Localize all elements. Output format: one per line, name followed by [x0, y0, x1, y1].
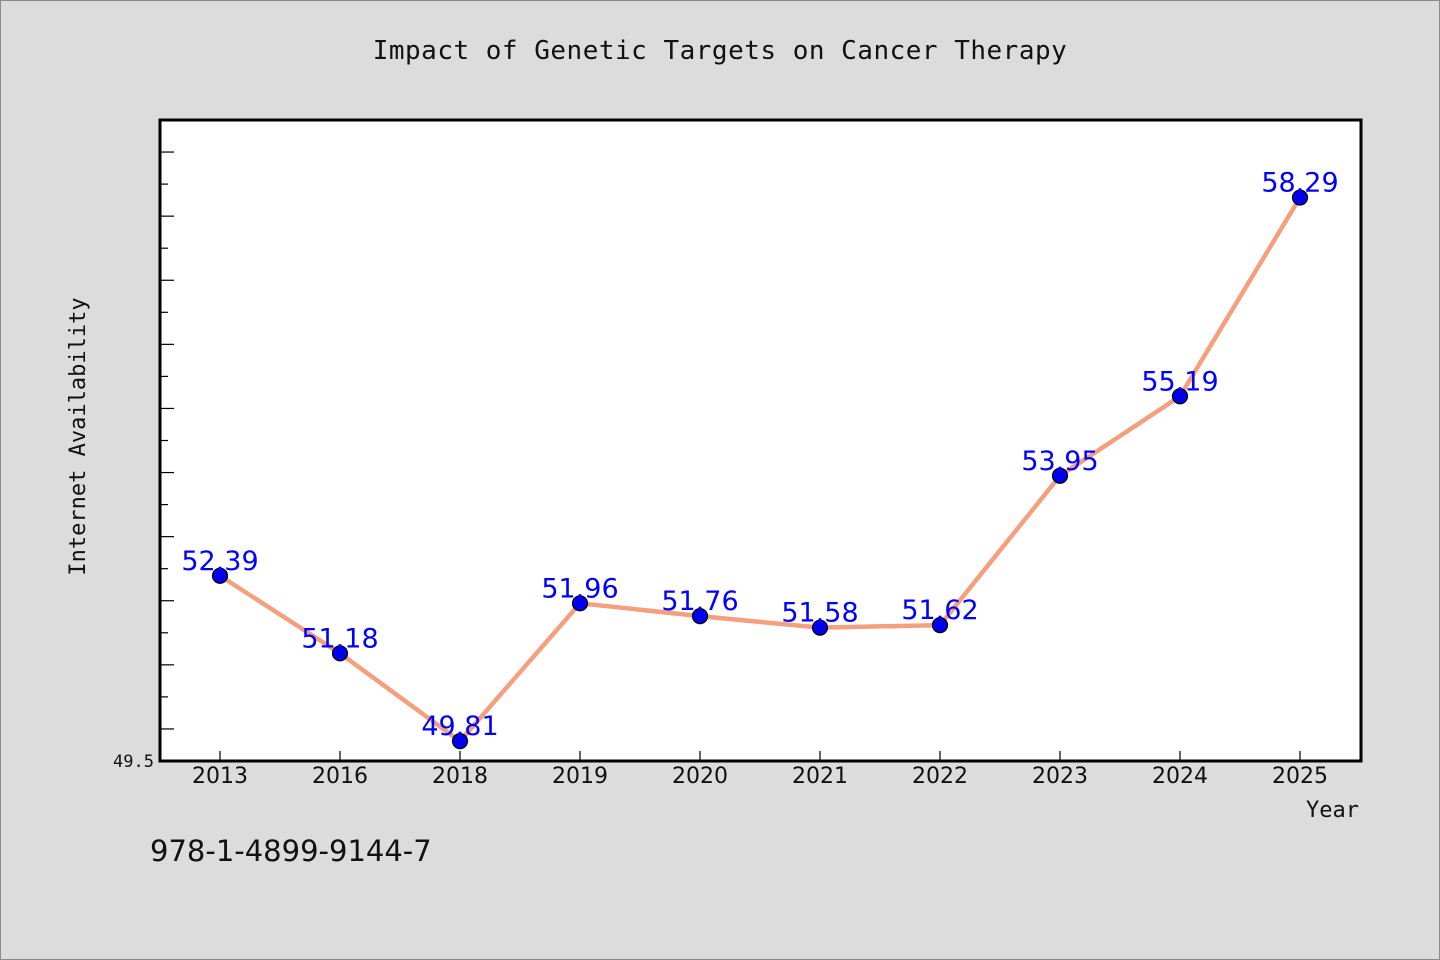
- data-label: 51.62: [901, 595, 978, 626]
- data-label: 51.58: [781, 598, 858, 629]
- chart-title: Impact of Genetic Targets on Cancer Ther…: [372, 36, 1068, 66]
- data-point: [1291, 189, 1309, 206]
- data-label: 51.76: [661, 586, 738, 617]
- data-point: [811, 619, 829, 636]
- plot-border: [158, 118, 1363, 763]
- x-tick-label: 2022: [912, 764, 968, 789]
- x-tick-label: 2025: [1272, 764, 1328, 789]
- data-point: [451, 733, 469, 750]
- x-tick-label: 2024: [1152, 764, 1208, 789]
- data-label: 51.96: [541, 573, 618, 604]
- x-axis-label: Year: [1306, 798, 1359, 823]
- data-label: 52.39: [181, 546, 258, 577]
- data-point: [571, 595, 589, 612]
- x-tick-label: 2020: [672, 764, 728, 789]
- x-tick-label: 2023: [1032, 764, 1088, 789]
- data-point: [211, 567, 229, 584]
- data-point: [691, 608, 709, 625]
- data-point: [931, 617, 949, 634]
- y-axis-label: Internet Availability: [66, 297, 91, 575]
- y-tick-label: 49.5: [113, 752, 154, 772]
- series-line: [217, 195, 1303, 744]
- data-point: [1051, 467, 1069, 484]
- x-tick-label: 2019: [552, 764, 608, 789]
- x-tick-label: 2016: [312, 764, 368, 789]
- data-point: [1171, 388, 1189, 405]
- data-point: [331, 645, 349, 662]
- footer-identifier: 978-1-4899-9144-7: [150, 834, 432, 868]
- data-label: 58.29: [1261, 168, 1338, 199]
- data-label: 55.19: [1141, 366, 1218, 397]
- x-tick-label: 2013: [192, 764, 248, 789]
- x-tick-label: 2021: [792, 764, 848, 789]
- plot-area: [160, 120, 1361, 761]
- x-tick-label: 2018: [432, 764, 488, 789]
- data-label: 51.18: [301, 623, 378, 654]
- data-label: 53.95: [1021, 446, 1098, 477]
- data-label: 49.81: [421, 711, 498, 742]
